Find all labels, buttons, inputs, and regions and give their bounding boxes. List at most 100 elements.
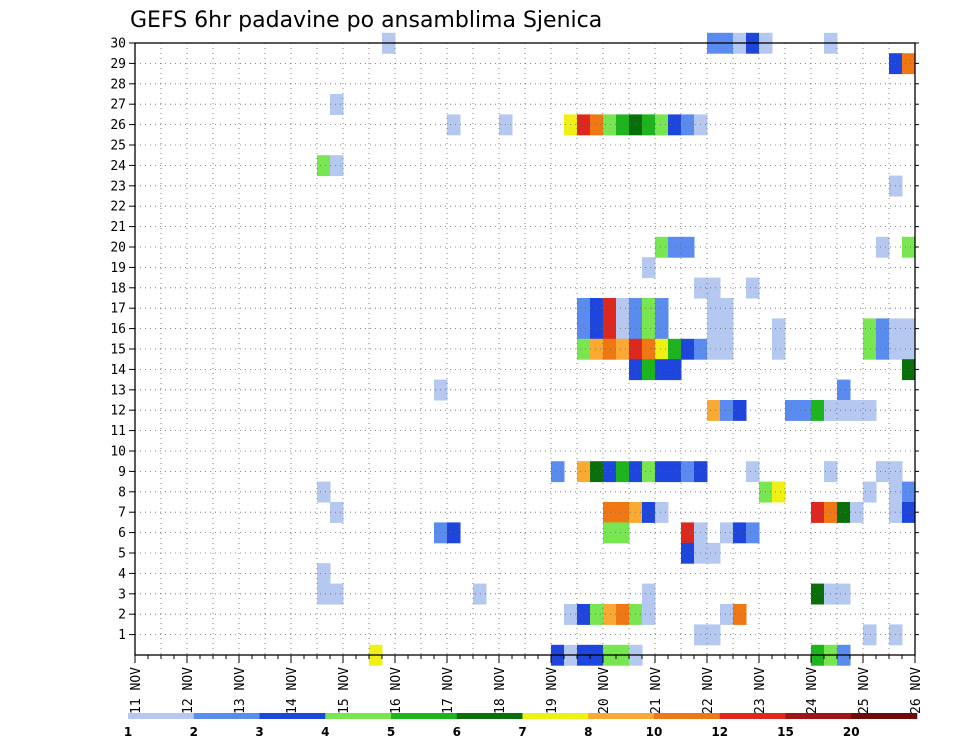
precip-cell [603,114,617,136]
precip-cell [616,604,630,625]
precip-cell [720,298,734,319]
legend-swatch [785,713,852,719]
precip-cell [863,318,877,340]
legend-swatch [588,713,655,719]
precip-cell [577,318,591,340]
precip-cell [577,338,591,360]
precip-cell [876,236,890,258]
precip-cell [850,400,864,421]
precip-cell [837,583,851,605]
precip-cell [330,502,344,523]
precip-cell [642,257,656,279]
precip-cell [642,583,656,605]
precip-cell [551,461,565,483]
precip-cell [317,583,331,605]
legend-label: 15 [777,725,794,739]
precip-cell [798,400,812,421]
precip-cell [655,338,669,360]
legend-swatch [325,713,392,719]
legend-swatch [719,713,786,719]
legend-swatch [128,713,195,719]
legend-label: 7 [518,725,526,739]
legend-swatch [851,713,918,719]
precip-cell [720,338,734,360]
legend-label: 4 [321,725,329,739]
x-tick-label: 16 NOV [389,667,404,714]
precip-cell [330,155,344,177]
precip-cell [707,277,721,299]
x-tick-label: 26 NOV [909,667,924,714]
y-tick-label: 27 [110,98,126,113]
x-tick-label: 24 NOV [805,667,820,714]
precip-cell [876,318,890,340]
axes-layer: 1234567891011121314151617181920212223242… [110,37,924,714]
precip-cell [590,298,604,319]
precip-cell [577,604,591,625]
precip-cell [668,114,682,136]
y-tick-label: 1 [118,628,126,643]
precip-cell [616,298,630,319]
precip-cell [681,338,695,360]
y-tick-label: 9 [118,465,126,480]
precip-cell [707,338,721,360]
legend-label: 1 [124,725,132,739]
precip-cell [850,502,864,523]
precip-cell [655,359,669,381]
precip-cell [772,481,786,503]
precip-cell [668,236,682,258]
y-tick-label: 18 [110,281,126,296]
precip-cell [811,502,825,523]
precip-cell [720,604,734,625]
legend-label: 20 [843,725,860,739]
y-tick-label: 16 [110,322,126,337]
x-tick-label: 15 NOV [337,667,352,714]
x-tick-label: 19 NOV [545,667,560,714]
x-tick-label: 14 NOV [285,667,300,714]
precip-cell [837,400,851,421]
y-tick-label: 22 [110,200,126,215]
y-tick-label: 5 [118,547,126,562]
precip-cell [681,522,695,544]
precip-cell [681,542,695,564]
precip-cell [746,461,760,483]
precip-cell [642,114,656,136]
precip-cell [603,461,617,483]
y-tick-label: 17 [110,302,126,317]
y-tick-label: 20 [110,241,126,256]
precip-cell [577,114,591,136]
precip-cell [655,502,669,523]
y-tick-label: 30 [110,37,126,52]
x-tick-label: 22 NOV [701,667,716,714]
precip-cell [772,318,786,340]
precip-cell [447,114,461,136]
legend-label: 12 [711,725,728,739]
precip-cell [330,94,344,115]
x-tick-label: 21 NOV [649,667,664,714]
y-tick-label: 29 [110,57,126,72]
y-tick-label: 11 [110,424,126,439]
y-tick-label: 14 [110,363,126,378]
precip-cell [616,502,630,523]
y-tick-label: 26 [110,118,126,133]
precip-cell [616,338,630,360]
precip-cell [681,114,695,136]
precip-cell [317,563,331,585]
y-tick-label: 12 [110,404,126,419]
precip-cell [707,318,721,340]
precip-cell [447,522,461,544]
precip-cell [642,318,656,340]
x-tick-label: 13 NOV [233,667,248,714]
legend-label: 5 [387,725,395,739]
precip-cell [603,604,617,625]
y-tick-label: 3 [118,587,126,602]
x-tick-label: 11 NOV [129,667,144,714]
precip-cell [655,461,669,483]
precip-cell [603,338,617,360]
precip-cell [811,583,825,605]
precip-cell [590,338,604,360]
precip-cell [668,461,682,483]
x-tick-label: 18 NOV [493,667,508,714]
precip-cell [616,318,630,340]
precip-cell [655,318,669,340]
precip-cell [902,359,916,381]
